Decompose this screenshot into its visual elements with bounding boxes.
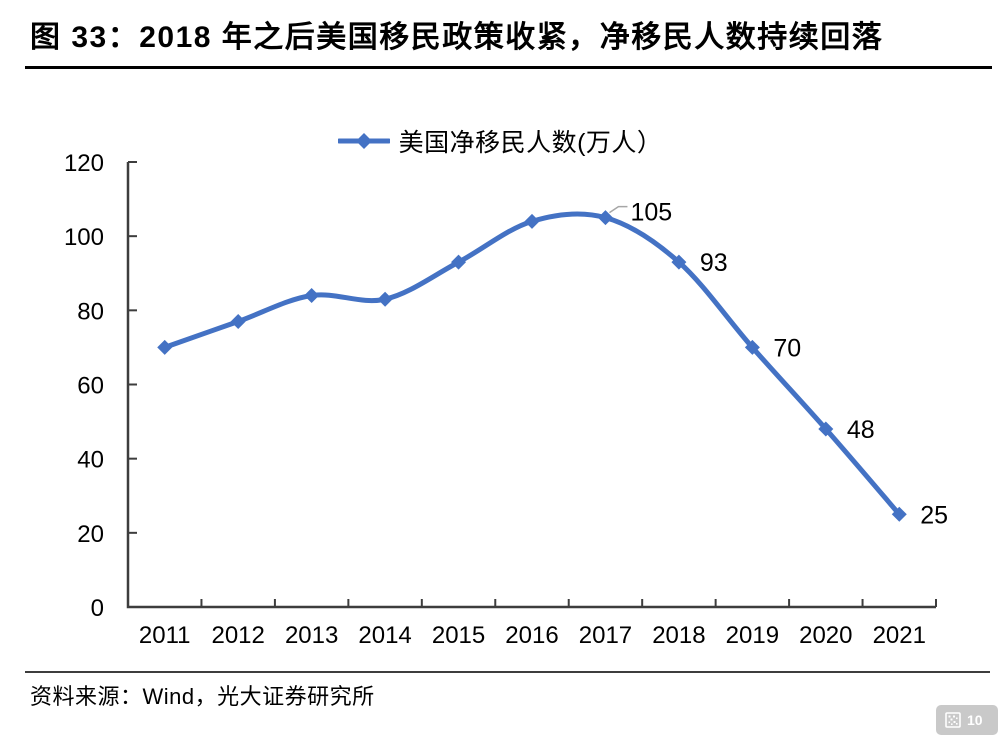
figure-title: 图 33：2018 年之后美国移民政策收紧，净移民人数持续回落 <box>30 21 884 54</box>
data-point-marker <box>597 210 613 226</box>
data-point-marker <box>377 291 393 307</box>
x-axis-tick-label: 2015 <box>432 622 485 649</box>
chart-legend: 美国净移民人数(万人） <box>0 123 1000 159</box>
series-line <box>162 211 902 517</box>
x-axis-tick-label: 2014 <box>358 622 411 649</box>
page-number: 10 <box>967 712 983 728</box>
data-point-marker <box>818 421 834 437</box>
qr-code-icon <box>945 712 961 728</box>
x-axis-tick-label: 2012 <box>211 622 264 649</box>
data-point-marker <box>744 339 760 355</box>
x-axis-tick-label: 2021 <box>873 622 926 649</box>
y-axis-tick-label: 40 <box>77 447 104 474</box>
legend-series-label: 美国净移民人数(万人） <box>398 129 663 157</box>
y-axis-tick-label: 0 <box>91 595 104 622</box>
footer-divider <box>25 671 990 673</box>
data-point-marker <box>671 254 687 270</box>
y-axis-tick-label: 20 <box>77 521 104 548</box>
x-axis-tick-label: 2019 <box>726 622 779 649</box>
y-axis-tick-label: 100 <box>64 224 104 251</box>
x-axis-tick-label: 2016 <box>505 622 558 649</box>
data-point-label: 25 <box>920 501 948 529</box>
data-point-marker <box>524 213 540 229</box>
data-point-label: 105 <box>630 199 672 227</box>
x-axis-tick-label: 2018 <box>652 622 705 649</box>
x-axis-tick-label: 2013 <box>285 622 338 649</box>
data-point-marker <box>230 313 246 329</box>
title-divider <box>25 66 992 69</box>
data-point-marker <box>157 339 173 355</box>
data-point-marker <box>891 506 907 522</box>
data-point-label: 48 <box>847 416 875 444</box>
data-point-label: 70 <box>773 334 801 362</box>
y-axis-tick-label: 60 <box>77 373 104 400</box>
legend-line-marker-icon <box>337 133 390 149</box>
x-axis-tick-label: 2011 <box>139 622 191 649</box>
y-axis-tick-label: 80 <box>77 298 104 325</box>
x-axis-tick-label: 2017 <box>579 622 632 649</box>
y-axis-tick-label: 120 <box>64 150 104 177</box>
data-label-leader-line <box>609 205 628 214</box>
page-number-badge: 10 <box>936 705 998 735</box>
data-point-label: 93 <box>700 249 728 277</box>
data-point-marker <box>451 254 467 270</box>
data-source-note: 资料来源：Wind，光大证券研究所 <box>30 684 375 709</box>
x-axis-tick-label: 2020 <box>799 622 852 649</box>
data-point-marker <box>304 288 320 303</box>
